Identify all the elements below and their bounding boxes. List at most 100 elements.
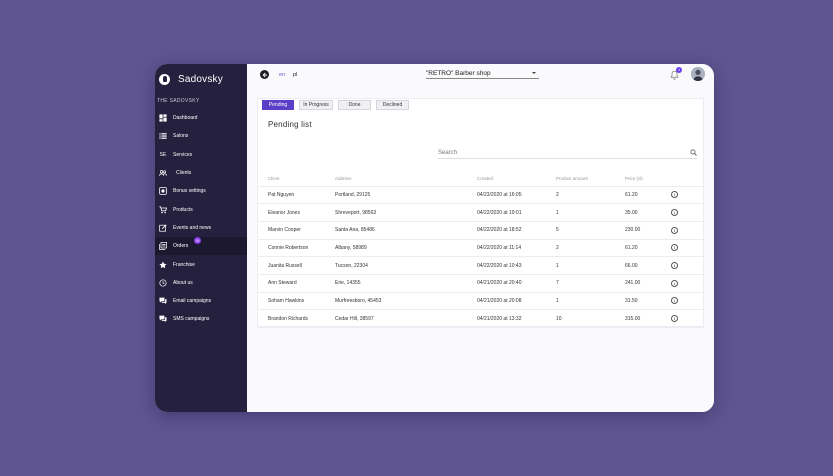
cell-price: 61.20 (625, 186, 671, 205)
info-icon[interactable]: i (671, 297, 678, 305)
sidebar-item-email-campaigns[interactable]: Email campaigns (155, 292, 247, 310)
sidebar-item-label: SMS campaigns (173, 316, 210, 323)
cell-product-amount: 2 (556, 239, 625, 258)
header-product-amount[interactable]: Product amount (556, 172, 625, 187)
topbar: en pl "RETRO" Barber shop 4 (247, 64, 714, 85)
table-row[interactable]: Pat Nguyen Portland, 29125 04/23/2020 at 1… (258, 186, 705, 205)
table-row[interactable]: Eleanor Jones Shreveport, 98563 04/22/2020… (258, 203, 705, 222)
header-client[interactable]: Client (258, 172, 335, 187)
sidebar-item-label: Email campaigns (173, 298, 212, 305)
sidebar-item-products[interactable]: Products (155, 200, 247, 218)
tab-in-progress[interactable]: In Progress (299, 100, 333, 110)
sidebar-item-about-us[interactable]: About us (155, 274, 247, 292)
cell-price: 230.00 (625, 221, 671, 240)
sidebar-item-label: Dashboard (173, 115, 198, 122)
table-row[interactable]: Soham Hawkins Murfreesboro, 45453 04/21/20… (258, 292, 705, 311)
cell-created: 04/21/2020 at 20:08 (477, 292, 556, 311)
cell-created: 04/21/2020 at 20:40 (477, 274, 556, 293)
arrow-left-icon (262, 72, 267, 77)
cell-address: Santa Ana, 85486 (335, 221, 477, 240)
sidebar-item-label: Franchise (173, 261, 195, 268)
sidebar: Sadovsky THE SADOVSKY Dashboard Salons SE S… (155, 64, 247, 412)
lang-en-link[interactable]: en (279, 72, 286, 78)
cell-created: 04/22/2020 at 10:43 (477, 256, 556, 275)
cell-actions: i (671, 186, 705, 205)
user-icon (691, 67, 705, 81)
info-icon[interactable]: i (671, 209, 678, 217)
cart-icon (159, 206, 167, 214)
sidebar-item-bonus-settings[interactable]: Bonus settings (155, 182, 247, 200)
info-icon[interactable]: i (671, 279, 678, 287)
sidebar-item-label: Bonus settings (173, 188, 206, 195)
cell-actions: i (671, 309, 705, 328)
avatar[interactable] (691, 67, 705, 81)
cell-client: Juanita Russell (258, 256, 335, 275)
info-icon[interactable]: i (671, 191, 678, 199)
shop-select[interactable]: "RETRO" Barber shop (426, 68, 539, 79)
cell-address: Shreveport, 98563 (335, 203, 477, 222)
cell-client: Brandon Richards (258, 309, 335, 328)
cell-actions: i (671, 274, 705, 293)
status-tabs: Pending In Progress Done Declined (262, 100, 414, 110)
info-icon[interactable]: i (671, 244, 678, 252)
cell-address: Tucson, 22304 (335, 256, 477, 275)
header-address[interactable]: Address (335, 172, 477, 187)
cell-address: Albany, 58989 (335, 239, 477, 258)
brand-name: Sadovsky (178, 73, 223, 85)
logo-icon (159, 73, 170, 85)
info-icon[interactable]: i (671, 226, 678, 234)
cell-created: 04/22/2020 at 19:01 (477, 203, 556, 222)
search-input[interactable]: Search (438, 148, 697, 159)
sidebar-item-orders[interactable]: Orders 25 (155, 237, 247, 256)
cell-product-amount: 1 (556, 292, 625, 311)
header-created[interactable]: Created (477, 172, 556, 187)
cell-address: Cedar Hill, 38597 (335, 309, 477, 328)
table-row[interactable]: Brandon Richards Cedar Hill, 38597 04/21/2… (258, 309, 705, 328)
tab-pending[interactable]: Pending (262, 100, 294, 110)
cell-address: Murfreesboro, 45453 (335, 292, 477, 311)
sidebar-item-dashboard[interactable]: Dashboard (155, 109, 247, 127)
sidebar-item-salons[interactable]: Salons (155, 127, 247, 145)
cell-price: 61.20 (625, 239, 671, 258)
search-icon[interactable] (690, 149, 697, 156)
sidebar-item-events-and-news[interactable]: Events and news (155, 219, 247, 237)
sidebar-nav: Dashboard Salons SE Services Clients Bonus se… (155, 109, 247, 329)
sidebar-section-label: THE SADOVSKY (157, 98, 200, 104)
cell-price: 315.00 (625, 309, 671, 328)
cell-product-amount: 1 (556, 256, 625, 275)
header-actions (671, 172, 705, 187)
table-row[interactable]: Juanita Russell Tucson, 22304 04/22/2020 a… (258, 256, 705, 275)
shop-select-value: "RETRO" Barber shop (426, 69, 491, 77)
sidebar-item-label: Products (173, 206, 193, 213)
info-icon[interactable]: i (671, 262, 678, 270)
info-icon[interactable]: i (671, 315, 678, 323)
sidebar-item-services[interactable]: SE Services (155, 146, 247, 164)
services-icon: SE (159, 151, 167, 158)
list-title: Pending list (268, 120, 312, 129)
back-button[interactable] (260, 70, 269, 79)
cell-product-amount: 2 (556, 186, 625, 205)
sidebar-item-sms-campaigns[interactable]: SMS campaigns (155, 310, 247, 328)
cell-product-amount: 5 (556, 221, 625, 240)
tab-declined[interactable]: Declined (376, 100, 409, 110)
table-row[interactable]: Ann Steward Erie, 14355 04/21/2020 at 20:4… (258, 274, 705, 293)
sidebar-item-clients[interactable]: Clients (155, 164, 247, 182)
sidebar-item-franchise[interactable]: Franchise (155, 255, 247, 273)
header-price[interactable]: Price (zł) (625, 172, 671, 187)
orders-count-badge: 25 (194, 237, 201, 245)
cell-price: 31.50 (625, 292, 671, 311)
table-body: Pat Nguyen Portland, 29125 04/23/2020 at 1… (258, 186, 705, 328)
cell-client: Marvin Cooper (258, 221, 335, 240)
clients-icon (159, 169, 167, 177)
table-row[interactable]: Marvin Cooper Santa Ana, 85486 04/22/2020 … (258, 221, 705, 240)
table-row[interactable]: Connie Robertson Albany, 58989 04/22/2020 … (258, 239, 705, 258)
search-placeholder: Search (438, 150, 458, 156)
lang-pl-link[interactable]: pl (293, 72, 298, 78)
cell-client: Eleanor Jones (258, 203, 335, 222)
star-icon (159, 260, 167, 269)
sidebar-item-label: Salons (173, 133, 189, 140)
brand[interactable]: Sadovsky (155, 68, 247, 90)
cell-client: Pat Nguyen (258, 186, 335, 205)
tab-done[interactable]: Done (338, 100, 371, 110)
app-window: Sadovsky THE SADOVSKY Dashboard Salons SE S… (155, 64, 714, 412)
